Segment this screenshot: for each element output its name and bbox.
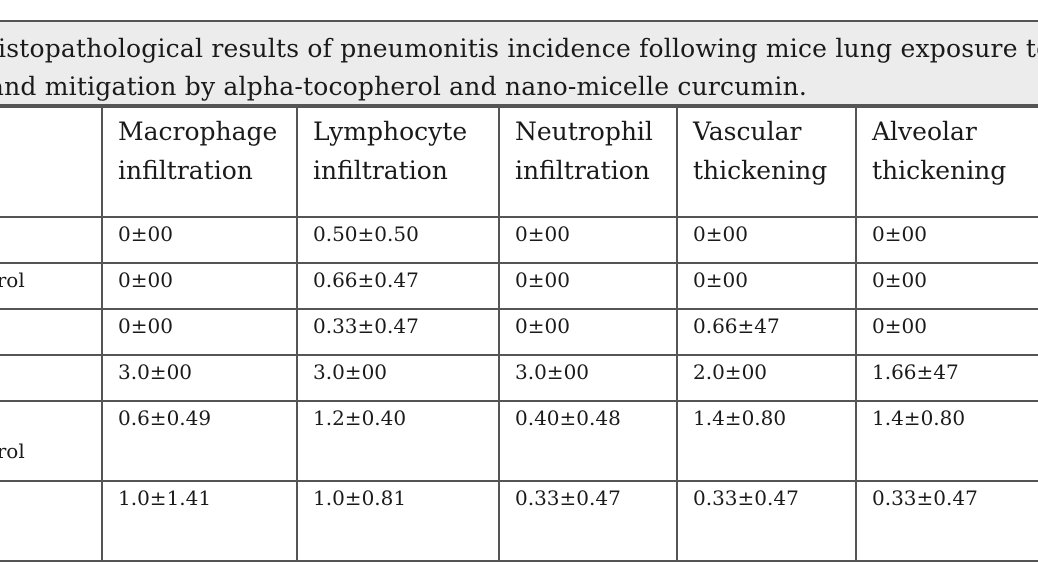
table-cell: 3.0±00: [296, 354, 500, 402]
table-row: us 1.0±1.41 1.0±0.81 0.33±0.47 0.33±0.47…: [0, 480, 1038, 562]
header-line: Vascular: [693, 117, 802, 146]
table-cell: 2.0±00: [676, 354, 857, 402]
table-cell: 0.33±0.47: [855, 480, 1038, 562]
header-line: infiltration: [515, 156, 650, 185]
table-cell: 1.2±0.40: [296, 400, 500, 482]
table-cell: 0.50±0.50: [296, 216, 500, 264]
table-cell: 1.0±0.81: [296, 480, 500, 562]
table-cell: 0±00: [498, 308, 678, 356]
table-row: 0±00 0.50±0.50 0±00 0±00 0±00: [0, 216, 1038, 264]
table-cell: 0.33±0.47: [498, 480, 678, 562]
table-cell: 0±00: [855, 308, 1038, 356]
header-row: Macrophage infiltration Lymphocyte infiltr…: [0, 106, 1038, 218]
header-line: infiltration: [118, 156, 253, 185]
table-row: 3.0±00 3.0±00 3.0±00 2.0±00 1.66±47: [0, 354, 1038, 402]
row-group-cell: us herol: [0, 400, 103, 482]
header-cell-neutrophil: Neutrophil infiltration: [498, 106, 678, 218]
table-cell: 3.0±00: [101, 354, 298, 402]
header-line: Neutrophil: [515, 117, 653, 146]
table-cell: 0±00: [101, 262, 298, 310]
table-cell: 0±00: [101, 308, 298, 356]
table-cell: 1.0±1.41: [101, 480, 298, 562]
header-line: Alveolar: [872, 117, 977, 146]
table-caption: Histopathological results of pneumonitis…: [0, 20, 1038, 106]
table-cell: 0±00: [676, 216, 857, 264]
table-figure: Histopathological results of pneumonitis…: [0, 20, 1038, 562]
table-cell: 0±00: [101, 216, 298, 264]
row-group-cell: [0, 354, 103, 402]
table-cell: 0.6±0.49: [101, 400, 298, 482]
header-line: thickening: [872, 156, 1007, 185]
table-cell: 0±00: [855, 262, 1038, 310]
header-cell-vascular: Vascular thickening: [676, 106, 857, 218]
table-row: herol 0±00 0.66±0.47 0±00 0±00 0±00: [0, 262, 1038, 310]
row-group-cell: [0, 308, 103, 356]
table-cell: 0.66±47: [676, 308, 857, 356]
header-cell-group: [0, 106, 103, 218]
caption-line-1: Histopathological results of pneumonitis…: [0, 34, 1038, 63]
table-cell: 0±00: [855, 216, 1038, 264]
header-line: Lymphocyte: [313, 117, 468, 146]
table-cell: 0±00: [498, 262, 678, 310]
table-cell: 0.40±0.48: [498, 400, 678, 482]
table-cell: 0.66±0.47: [296, 262, 500, 310]
header-cell-alveolar: Alveolar thickening: [855, 106, 1038, 218]
table-cell: 1.4±0.80: [676, 400, 857, 482]
row-group-cell: us: [0, 480, 103, 562]
table-row: 0±00 0.33±0.47 0±00 0.66±47 0±00: [0, 308, 1038, 356]
table-row: us herol 0.6±0.49 1.2±0.40 0.40±0.48 1.4…: [0, 400, 1038, 482]
table-cell: 3.0±00: [498, 354, 678, 402]
header-line: thickening: [693, 156, 828, 185]
results-table: Macrophage infiltration Lymphocyte infiltr…: [0, 106, 1038, 562]
header-cell-lymphocyte: Lymphocyte infiltration: [296, 106, 500, 218]
header-cell-macrophage: Macrophage infiltration: [101, 106, 298, 218]
row-group-cell: herol: [0, 262, 103, 310]
row-group-cell: [0, 216, 103, 264]
table-cell: 1.66±47: [855, 354, 1038, 402]
header-line: infiltration: [313, 156, 448, 185]
table-cell: 0.33±0.47: [676, 480, 857, 562]
table-cell: 1.4±0.80: [855, 400, 1038, 482]
caption-line-2: and mitigation by alpha-tocopherol and n…: [0, 72, 808, 101]
header-line: Macrophage: [118, 117, 278, 146]
table-cell: 0±00: [676, 262, 857, 310]
table-cell: 0.33±0.47: [296, 308, 500, 356]
table-cell: 0±00: [498, 216, 678, 264]
